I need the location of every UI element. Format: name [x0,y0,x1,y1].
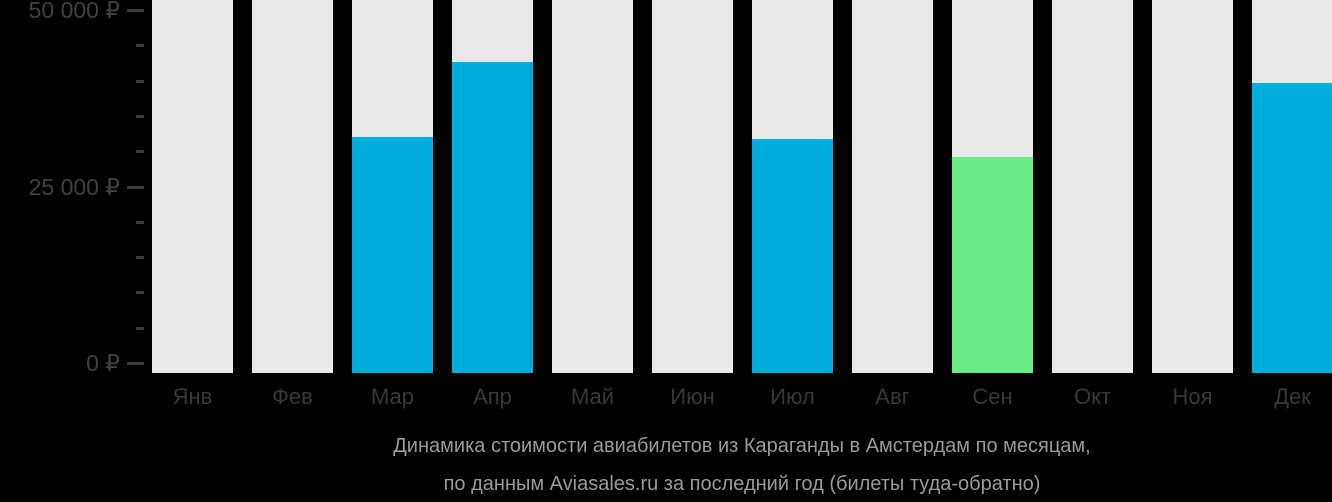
bar-column [452,0,533,373]
bar-column [952,0,1033,373]
month-label: Июн [670,384,715,409]
price-bar [452,62,533,373]
chart-caption-line-2: по данным Aviasales.ru за последний год … [443,473,1041,495]
month-label: Окт [1073,384,1112,409]
y-axis-major-tick [127,186,144,189]
bar-column [352,0,433,373]
lowest-price-bar [952,157,1033,373]
bar-background [852,0,933,373]
month-label: Дек [1274,384,1311,409]
bar-column [552,0,633,373]
month-label: Мар [370,384,415,409]
y-axis-minor-tick [136,256,144,259]
month-label: Фев [272,384,313,409]
price-bar [352,137,433,373]
bar-column [652,0,733,373]
chart-caption-line-1: Динамика стоимости авиабилетов из Карага… [393,435,1091,457]
y-axis-minor-tick [136,327,144,330]
y-axis-minor-tick [136,150,144,153]
y-axis-major-tick [127,9,144,12]
plot-area: 0 ₽ 25 000 ₽ 50 000 ₽ [28,0,1332,376]
bar-column [752,0,833,373]
y-axis-minor-tick [136,115,144,118]
price-bar [1252,83,1332,373]
bar-column [852,0,933,373]
price-bar [752,139,833,373]
y-axis-minor-tick [136,80,144,83]
bar-background [652,0,733,373]
y-axis-label: 0 ₽ [86,350,120,376]
bar-background [552,0,633,373]
bar-column [1052,0,1133,373]
bar-column [1152,0,1233,373]
y-axis-label: 25 000 ₽ [28,174,120,200]
month-label: Май [570,384,615,409]
month-label: Июл [770,384,815,409]
month-label: Авг [875,384,910,409]
month-label: Янв [172,384,213,409]
y-axis-minor-tick [136,291,144,294]
bar-background [1152,0,1233,373]
x-axis-month-labels: Янв Фев Мар Апр Май Июн Июл Авг Сен Окт Ноя Дек [0,379,1332,415]
bar-background [152,0,233,373]
bar-column [252,0,333,373]
y-axis-minor-tick [136,44,144,47]
month-label: Апр [473,384,512,409]
month-label: Ноя [1172,384,1213,409]
bar-column [152,0,233,373]
chart-caption: Динамика стоимости авиабилетов из Карага… [152,427,1332,502]
y-axis-label: 50 000 ₽ [28,0,120,23]
month-label: Сен [972,384,1013,409]
y-axis-minor-tick [136,221,144,224]
y-axis-major-tick [127,362,144,365]
bar-background [252,0,333,373]
bar-column [1252,0,1332,373]
bar-background [1052,0,1133,373]
